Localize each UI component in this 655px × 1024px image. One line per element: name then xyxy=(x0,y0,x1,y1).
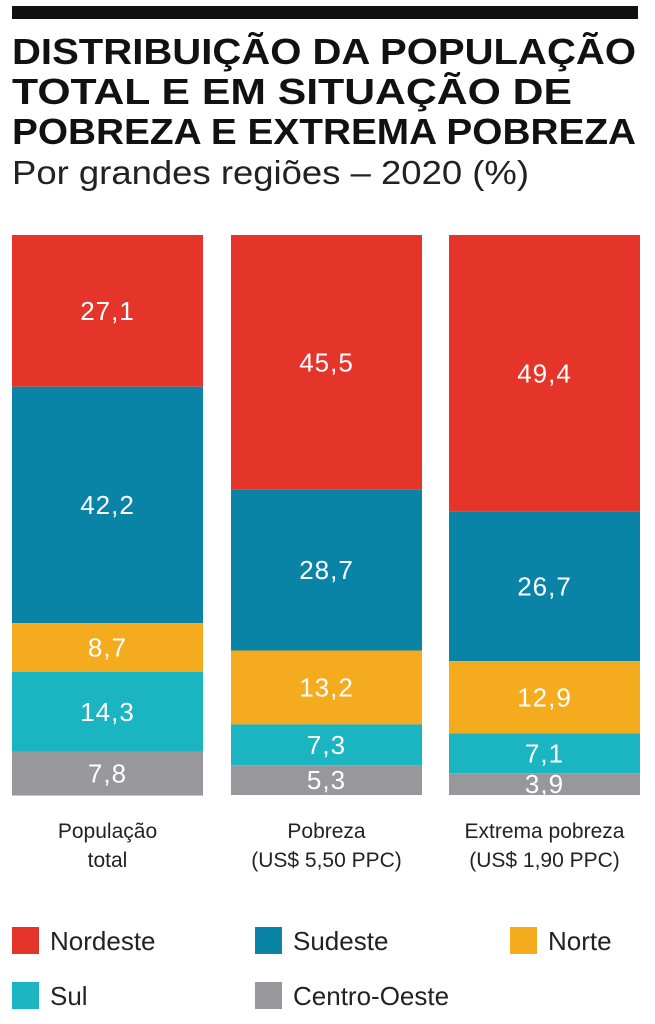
bar-segment-centro-oeste xyxy=(12,751,203,796)
title-line-1: DISTRIBUIÇÃO DA POPULAÇÃO xyxy=(12,30,636,72)
data-label: 28,7 xyxy=(299,555,354,585)
title-line-2: TOTAL E EM SITUAÇÃO DE xyxy=(12,70,572,112)
bar-segment-norte xyxy=(449,661,640,734)
bar-segment-nordeste xyxy=(231,235,422,490)
bar-segment-sul xyxy=(231,724,422,766)
bar-segment-sul xyxy=(449,733,640,774)
legend-swatch-nordeste xyxy=(12,927,39,954)
data-label: 7,8 xyxy=(88,759,127,789)
data-label: 12,9 xyxy=(517,682,572,712)
category-label: Extrema pobreza xyxy=(465,820,625,843)
legend-swatch-centro-oeste xyxy=(255,982,282,1009)
legend-label: Norte xyxy=(548,926,612,956)
bar-segment-sul xyxy=(12,671,203,752)
legend-label: Sudeste xyxy=(293,926,388,956)
legend-label: Nordeste xyxy=(50,926,156,956)
title-line-3: POBREZA E EXTREMA POBREZA xyxy=(12,111,636,152)
data-label: 45,5 xyxy=(299,347,354,377)
legend-label: Centro-Oeste xyxy=(293,981,449,1011)
data-label: 3,9 xyxy=(525,769,564,799)
bar-segment-centro-oeste xyxy=(449,773,640,795)
bar-segment-sudeste xyxy=(449,511,640,662)
bar-segment-nordeste xyxy=(449,235,640,512)
legend-swatch-sul xyxy=(12,982,39,1009)
legend-swatch-sudeste xyxy=(255,927,282,954)
bar-segment-norte xyxy=(231,650,422,725)
bar-segment-sudeste xyxy=(12,386,203,624)
category-label: População xyxy=(58,820,157,843)
data-label: 42,2 xyxy=(80,490,135,520)
data-label: 14,3 xyxy=(80,697,135,727)
data-label: 49,4 xyxy=(517,358,572,388)
data-label: 7,1 xyxy=(525,738,564,768)
category-label: Pobreza xyxy=(287,820,366,843)
subtitle: Por grandes regiões – 2020 (%) xyxy=(12,154,529,191)
data-label: 5,3 xyxy=(307,765,346,795)
data-label: 8,7 xyxy=(88,632,127,662)
data-label: 13,2 xyxy=(299,672,354,702)
bar-segment-sudeste xyxy=(231,489,422,651)
bar-segment-nordeste xyxy=(12,235,203,387)
category-label: (US$ 1,90 PPC) xyxy=(469,849,620,872)
data-label: 27,1 xyxy=(80,296,135,326)
category-label: (US$ 5,50 PPC) xyxy=(251,849,402,872)
data-label: 7,3 xyxy=(307,730,346,760)
top-rule xyxy=(12,6,638,19)
legend-label: Sul xyxy=(50,981,88,1011)
legend-swatch-norte xyxy=(510,927,537,954)
data-label: 26,7 xyxy=(517,571,572,601)
category-label: total xyxy=(88,849,128,872)
bar-segment-norte xyxy=(12,623,203,672)
bar-segment-centro-oeste xyxy=(231,765,422,795)
